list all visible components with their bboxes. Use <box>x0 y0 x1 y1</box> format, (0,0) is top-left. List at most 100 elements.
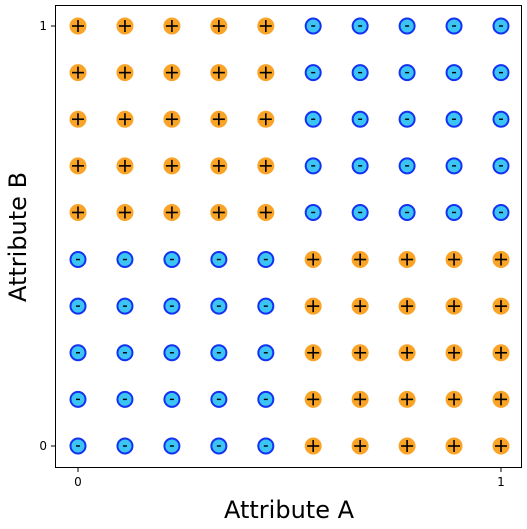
plus-point <box>351 390 369 408</box>
minus-point <box>210 344 228 362</box>
plus-point <box>163 203 181 221</box>
data-points <box>69 17 510 455</box>
minus-point <box>257 297 275 315</box>
minus-point <box>116 437 134 455</box>
y-tick-label: 0 <box>39 439 47 453</box>
minus-point <box>116 344 134 362</box>
minus-point <box>445 157 463 175</box>
minus-point <box>304 203 322 221</box>
plus-point <box>163 64 181 82</box>
plus-point <box>398 297 416 315</box>
minus-point <box>351 110 369 128</box>
minus-point <box>351 64 369 82</box>
minus-point <box>398 110 416 128</box>
minus-point <box>210 437 228 455</box>
minus-point <box>492 64 510 82</box>
minus-point <box>445 203 463 221</box>
minus-point <box>69 437 87 455</box>
plus-point <box>257 203 275 221</box>
minus-point <box>257 344 275 362</box>
minus-point <box>257 390 275 408</box>
plus-point <box>445 437 463 455</box>
plus-point <box>116 203 134 221</box>
minus-point <box>116 390 134 408</box>
plus-point <box>351 437 369 455</box>
plus-point <box>398 344 416 362</box>
plus-point <box>304 251 322 269</box>
plus-point <box>492 251 510 269</box>
plus-point <box>116 64 134 82</box>
plus-point <box>492 390 510 408</box>
plus-point <box>351 297 369 315</box>
minus-point <box>163 297 181 315</box>
plus-point <box>351 344 369 362</box>
x-tick-label: 1 <box>497 475 505 489</box>
plus-point <box>304 390 322 408</box>
plus-point <box>257 64 275 82</box>
minus-point <box>69 390 87 408</box>
minus-point <box>163 437 181 455</box>
plus-point <box>163 17 181 35</box>
plus-point <box>210 110 228 128</box>
minus-point <box>445 110 463 128</box>
plus-point <box>210 157 228 175</box>
plus-point <box>351 251 369 269</box>
minus-point <box>445 17 463 35</box>
plus-point <box>116 110 134 128</box>
minus-point <box>351 203 369 221</box>
minus-point <box>351 157 369 175</box>
minus-point <box>257 251 275 269</box>
plus-point <box>445 344 463 362</box>
plus-point <box>69 17 87 35</box>
plus-point <box>210 17 228 35</box>
minus-point <box>398 203 416 221</box>
plus-point <box>163 157 181 175</box>
y-tick-label: 1 <box>39 19 47 33</box>
minus-point <box>257 437 275 455</box>
plus-point <box>445 297 463 315</box>
minus-point <box>398 17 416 35</box>
plus-point <box>116 17 134 35</box>
minus-point <box>492 203 510 221</box>
plus-point <box>445 390 463 408</box>
plus-point <box>257 157 275 175</box>
plus-point <box>304 297 322 315</box>
plus-point <box>398 251 416 269</box>
plus-point <box>69 203 87 221</box>
plus-point <box>116 157 134 175</box>
plot-area <box>55 5 522 468</box>
minus-point <box>210 251 228 269</box>
plus-point <box>445 251 463 269</box>
plus-point <box>304 437 322 455</box>
minus-point <box>163 344 181 362</box>
minus-point <box>69 297 87 315</box>
minus-point <box>116 251 134 269</box>
y-axis-label: Attribute B <box>4 172 32 302</box>
axis-ticks: 0 0 1 1 <box>39 19 504 489</box>
plus-point <box>257 17 275 35</box>
minus-point <box>210 297 228 315</box>
plus-point <box>257 110 275 128</box>
minus-point <box>445 64 463 82</box>
plus-point <box>398 437 416 455</box>
plus-point <box>492 344 510 362</box>
plus-point <box>69 157 87 175</box>
plus-point <box>69 64 87 82</box>
plus-point <box>163 110 181 128</box>
minus-point <box>69 251 87 269</box>
minus-point <box>304 17 322 35</box>
minus-point <box>492 17 510 35</box>
minus-point <box>163 251 181 269</box>
minus-point <box>163 390 181 408</box>
plus-point <box>304 344 322 362</box>
plus-point <box>398 390 416 408</box>
minus-point <box>116 297 134 315</box>
minus-point <box>492 110 510 128</box>
minus-point <box>69 344 87 362</box>
plus-point <box>210 64 228 82</box>
minus-point <box>398 64 416 82</box>
minus-point <box>210 390 228 408</box>
minus-point <box>492 157 510 175</box>
minus-point <box>351 17 369 35</box>
